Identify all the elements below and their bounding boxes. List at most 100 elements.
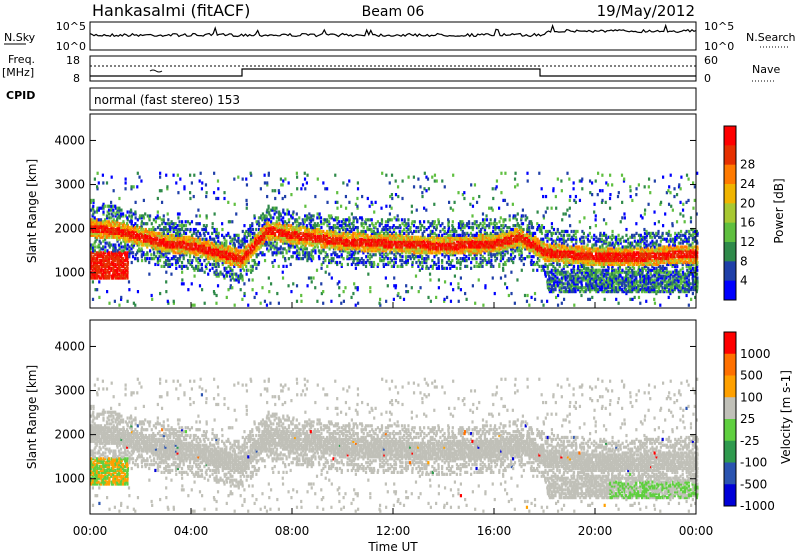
power-cell: [306, 225, 309, 230]
power-cell: [340, 225, 344, 230]
power-cell: [146, 222, 149, 226]
power-cell: [320, 233, 323, 237]
power-cell: [245, 260, 248, 265]
power-cell: [253, 295, 256, 300]
power-cell: [421, 247, 424, 251]
power-cell: [269, 241, 273, 245]
power-cell: [122, 220, 125, 224]
power-cell: [326, 231, 329, 236]
power-cell: [259, 243, 262, 247]
power-cell: [483, 247, 486, 251]
power-cell: [293, 239, 296, 243]
power-cell: [255, 243, 258, 247]
power-cell: [213, 291, 216, 296]
power-cell: [413, 237, 416, 241]
power-cell: [95, 276, 99, 280]
power-cell: [459, 237, 462, 241]
power-cell: [364, 222, 368, 226]
power-cell: [304, 227, 307, 232]
power-cell: [397, 291, 400, 296]
power-cell: [89, 233, 92, 237]
power-cell: [225, 233, 228, 237]
power-cell: [134, 239, 137, 243]
power-cell: [433, 202, 436, 206]
power-cell: [256, 241, 259, 245]
power-cell: [346, 224, 349, 228]
power-cell: [526, 239, 529, 243]
power-cell: [134, 237, 137, 241]
power-cell: [126, 266, 129, 270]
power-cell: [449, 282, 453, 286]
power-cell: [507, 239, 511, 243]
power-cell: [524, 243, 527, 247]
power-cell: [427, 220, 430, 224]
power-cell: [494, 237, 497, 241]
power-cell: [512, 216, 515, 220]
power-cell: [484, 258, 487, 263]
power-cell: [287, 231, 290, 236]
power-cell: [208, 268, 211, 272]
power-cell: [569, 194, 572, 199]
power-cell: [115, 222, 118, 226]
power-cell: [401, 258, 404, 263]
power-cell: [497, 237, 500, 241]
power-cell: [328, 235, 331, 239]
power-cell: [459, 257, 462, 261]
power-cell: [116, 239, 119, 243]
power-cell: [116, 260, 119, 265]
power-cell: [284, 220, 287, 224]
power-cell: [530, 262, 533, 267]
power-cell: [148, 227, 151, 232]
power-cell: [445, 231, 448, 236]
power-cell: [255, 233, 258, 237]
power-cell: [478, 229, 481, 234]
power-cell: [306, 227, 309, 232]
power-cell: [188, 235, 191, 239]
power-cell: [269, 282, 273, 286]
power-cell: [360, 249, 364, 253]
power-cell: [451, 235, 454, 239]
power-cell: [211, 243, 214, 247]
power-cell: [484, 249, 487, 253]
power-cell: [217, 272, 220, 276]
power-cell: [504, 241, 507, 245]
power-cell: [596, 193, 599, 197]
power-cell: [308, 241, 311, 245]
power-cell: [253, 245, 256, 249]
power-cell: [140, 227, 143, 232]
power-cell: [471, 222, 474, 226]
power-cell: [459, 249, 462, 253]
power-cell: [405, 260, 408, 265]
power-cell: [317, 255, 321, 259]
power-cell: [439, 249, 442, 253]
power-cell: [187, 243, 190, 247]
power-cell: [481, 235, 484, 239]
power-cell: [364, 243, 368, 247]
power-cell: [247, 268, 250, 272]
power-cell: [258, 222, 261, 226]
power-cell: [495, 257, 499, 261]
power-cell: [209, 247, 212, 251]
power-cell: [90, 276, 93, 280]
power-cell: [164, 222, 167, 226]
power-cell: [111, 214, 114, 218]
power-cell: [334, 247, 337, 251]
power-cell: [342, 181, 345, 185]
power-cell: [466, 264, 469, 268]
power-cell: [245, 249, 248, 253]
power-cell: [209, 245, 212, 249]
power-cell: [96, 208, 99, 212]
power-cell: [156, 196, 159, 201]
power-cell: [517, 249, 521, 253]
power-cell: [552, 288, 555, 292]
power-cell: [201, 268, 204, 272]
power-cell: [233, 245, 236, 249]
power-cell: [114, 212, 117, 216]
power-cell: [305, 231, 309, 236]
power-cell: [324, 239, 327, 243]
power-cell: [330, 237, 333, 241]
power-cell: [364, 245, 367, 249]
power-cell: [266, 181, 269, 185]
power-cell: [424, 247, 428, 251]
power-cell: [239, 272, 242, 276]
